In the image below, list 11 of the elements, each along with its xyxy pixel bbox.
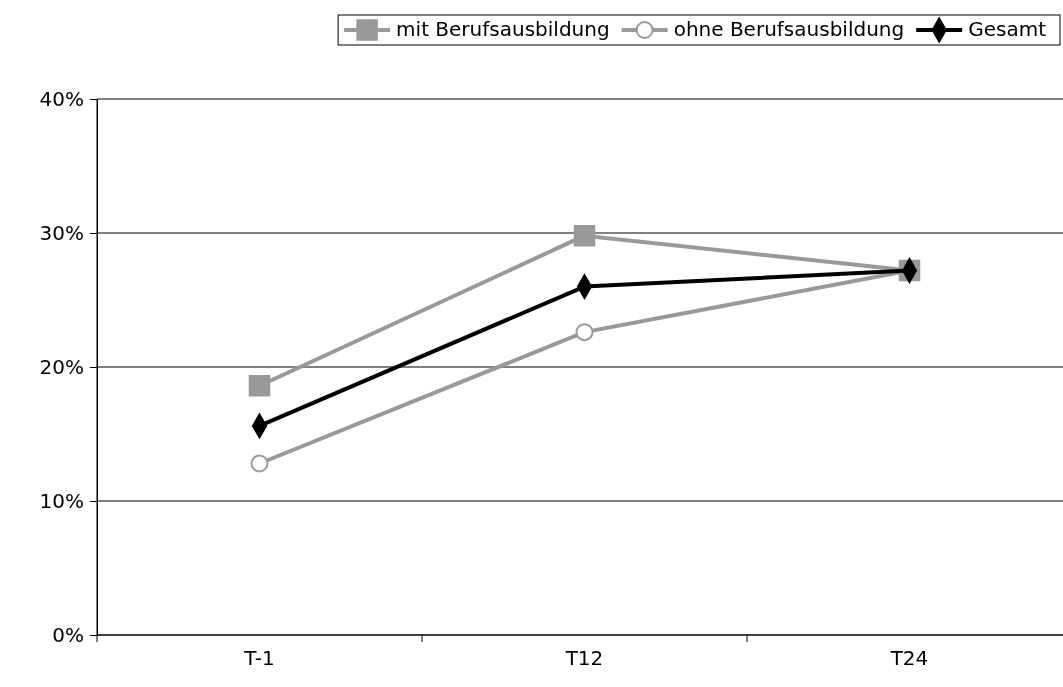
y-tick-label: 0% xyxy=(52,622,84,647)
y-tick-label: 20% xyxy=(39,354,84,379)
x-tick-label: T12 xyxy=(564,646,604,670)
x-tick-label: T-1 xyxy=(243,646,275,670)
legend-label: mit Berufsausbildung xyxy=(396,16,610,41)
y-tick-label: 40% xyxy=(39,86,84,111)
legend-label: Gesamt xyxy=(968,16,1047,41)
y-tick-label: 30% xyxy=(39,220,84,245)
y-tick-label: 10% xyxy=(39,488,84,513)
legend-label: ohne Berufsausbildung xyxy=(673,16,905,41)
x-tick-label: T24 xyxy=(889,646,929,670)
